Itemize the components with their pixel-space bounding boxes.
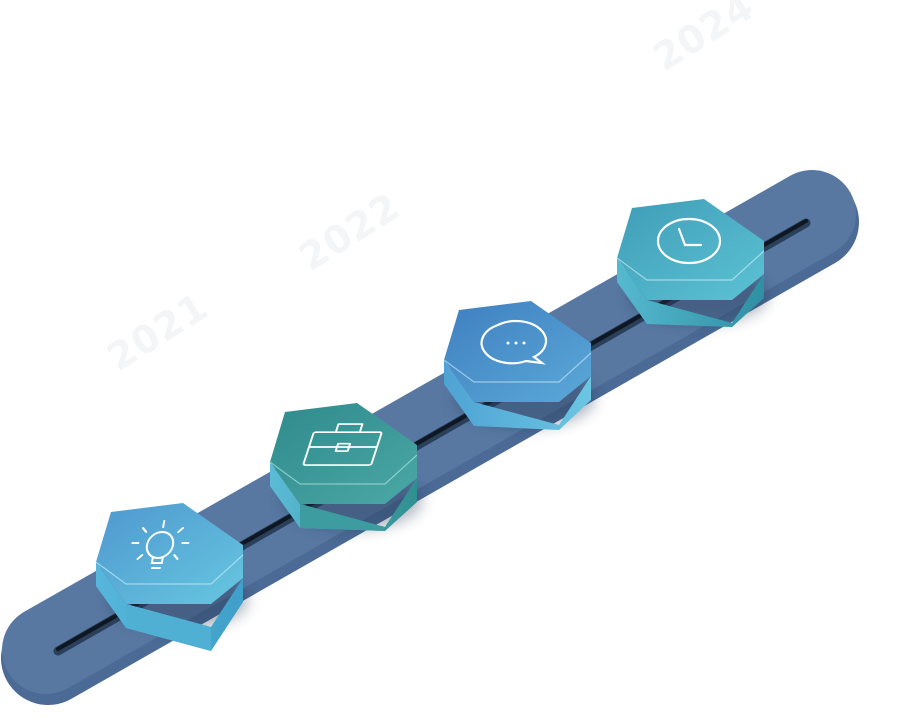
milestone-1-side-front [126,604,211,651]
year-label-2024: 2024 [645,0,761,80]
milestone-2-top [270,403,417,504]
milestone-3-side [444,360,591,430]
milestone-1[interactable] [95,503,248,651]
chat-bubble-icon [480,319,548,365]
milestone-4-side [617,258,764,327]
lightbulb-icon [131,520,190,569]
milestone-4-top [617,199,764,300]
milestone-4[interactable] [616,199,768,327]
milestone-3-top [444,301,591,402]
milestone-2-side-front [300,504,385,531]
clock-icon [656,217,722,265]
year-label-2022: 2022 [291,184,407,279]
milestone-2[interactable] [269,403,422,531]
milestone-3[interactable] [443,301,595,430]
briefcase-icon [302,423,383,466]
year-label-2021: 2021 [99,284,215,379]
